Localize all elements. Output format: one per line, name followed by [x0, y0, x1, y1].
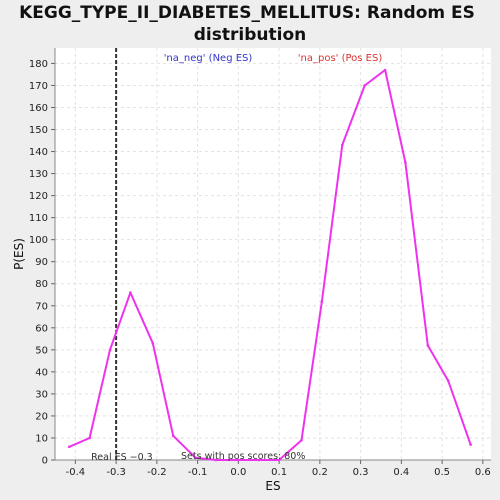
- y-tick-label: 70: [35, 301, 48, 312]
- data-point: [129, 291, 132, 294]
- data-point: [469, 443, 472, 446]
- data-point: [194, 456, 197, 460]
- y-tick-label: 130: [29, 169, 48, 180]
- x-tick-label: -0.3: [106, 467, 126, 478]
- y-tick-label: 80: [35, 279, 48, 290]
- y-tick-label: 10: [35, 433, 48, 444]
- data-point: [151, 341, 155, 345]
- x-tick-label: -0.2: [147, 467, 167, 478]
- y-tick-label: 160: [29, 103, 48, 114]
- legend-pos-es: 'na_pos' (Pos ES): [298, 53, 383, 64]
- y-tick-label: 140: [29, 147, 48, 158]
- x-tick-label: -0.4: [66, 467, 86, 478]
- data-point: [426, 344, 430, 347]
- y-tick-label: 60: [35, 323, 48, 334]
- x-tick-label: 0.6: [475, 467, 491, 478]
- data-point: [67, 445, 71, 449]
- data-point: [320, 300, 324, 303]
- data-point: [404, 161, 407, 164]
- x-tick-label: 0.1: [271, 467, 287, 478]
- x-tick-label: 0.4: [393, 467, 409, 478]
- x-axis-ticks: -0.4 -0.3 -0.2 -0.1 0.0 0.1 0.2 0.3 0.4 0.5 0.6: [66, 460, 491, 478]
- x-tick-label: 0.2: [312, 467, 328, 478]
- y-tick-label: 30: [35, 389, 48, 400]
- pos-scores-annotation: Sets with pos scores: 80%: [181, 451, 305, 462]
- y-tick-label: 110: [29, 213, 48, 224]
- es-distribution-line: [68, 69, 472, 461]
- chart-title-line2: distribution: [194, 25, 306, 45]
- data-points: [67, 68, 472, 462]
- data-point: [363, 84, 366, 87]
- data-point: [340, 143, 344, 147]
- data-point: [214, 458, 218, 462]
- x-tick-label: -0.1: [188, 467, 208, 478]
- y-tick-label: 120: [29, 191, 48, 202]
- y-axis-ticks: 0 10 20 30 40 50 60 70 80 90 100 110 120 130 140 150 160…: [29, 59, 55, 467]
- data-point: [171, 434, 175, 438]
- data-point: [446, 379, 450, 382]
- y-tick-label: 170: [29, 81, 48, 92]
- legend-neg-es: 'na_neg' (Neg ES): [164, 53, 253, 64]
- y-tick-label: 90: [35, 257, 48, 268]
- data-point: [300, 438, 303, 442]
- y-tick-label: 0: [42, 456, 48, 467]
- chart-title-line1: KEGG_TYPE_II_DIABETES_MELLITUS: Random E…: [19, 3, 475, 23]
- y-tick-label: 150: [29, 125, 48, 136]
- data-point: [108, 348, 112, 352]
- x-tick-label: 0.3: [353, 467, 369, 478]
- x-tick-label: 0.5: [434, 467, 450, 478]
- real-es-label: Real ES −0.3: [91, 452, 153, 463]
- data-point: [257, 458, 261, 462]
- data-point: [88, 436, 91, 440]
- plot-area: [55, 48, 491, 460]
- data-point: [237, 458, 240, 462]
- data-point: [277, 458, 281, 462]
- y-tick-label: 40: [35, 367, 48, 378]
- data-point: [383, 68, 387, 72]
- x-axis-label: ES: [265, 479, 280, 493]
- y-axis-label: P(ES): [12, 238, 26, 270]
- y-tick-label: 100: [29, 235, 48, 246]
- y-tick-label: 20: [35, 411, 48, 422]
- y-tick-label: 180: [29, 59, 48, 70]
- x-tick-label: 0.0: [230, 467, 246, 478]
- y-tick-label: 50: [35, 345, 48, 356]
